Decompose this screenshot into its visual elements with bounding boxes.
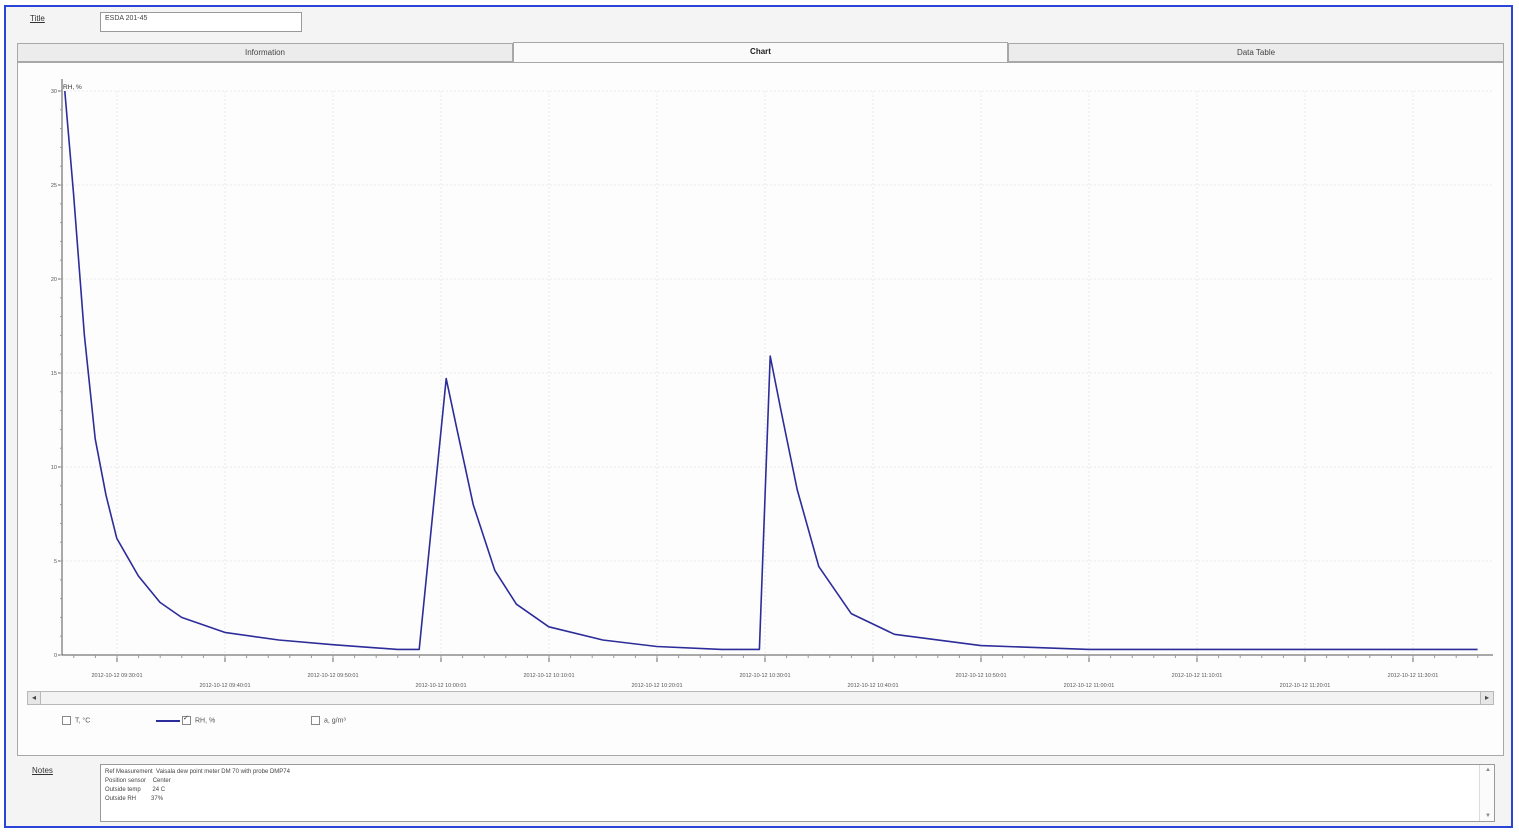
scroll-right-arrow-icon[interactable]: ▸ [1480,692,1493,704]
scroll-up-arrow-icon[interactable]: ▲ [1485,767,1491,773]
rh-series-swatch-icon [156,719,180,722]
notes-line: Outside temp 24 C [105,787,166,793]
tab-bar: Information Chart Data Table [17,42,1504,63]
chart-horizontal-scrollbar[interactable]: ◂ ▸ [27,691,1494,705]
y-tick-label: 15 [51,371,57,377]
legend-label-rh: RH, % [195,717,216,725]
tab-data-table[interactable]: Data Table [1008,43,1504,62]
x-tick-label: 2012-10-12 11:00:01 [1064,683,1115,688]
tab-chart[interactable]: Chart [513,42,1008,63]
y-axis-label: RH, % [63,84,82,91]
scroll-left-arrow-icon[interactable]: ◂ [28,692,41,704]
notes-textarea[interactable]: Ref Measurement Vaisala dew point meter … [100,764,1495,822]
notes-vertical-scrollbar[interactable]: ▲ ▼ [1479,765,1494,821]
checkbox-icon[interactable] [62,716,71,725]
chart-axes [61,79,1493,656]
rh-chart: 0 5 10 15 20 25 30 2012-10-12 09:30:01 2012-10-1… [51,79,1493,688]
x-tick-label: 2012-10-12 10:00:01 [415,683,466,688]
title-label: Title [30,14,45,23]
x-tick-label: 2012-10-12 10:40:01 [847,683,898,688]
chart-panel: 0 5 10 15 20 25 30 2012-10-12 09:30:01 2012-10-1… [17,62,1504,756]
notes-line: Ref Measurement Vaisala dew point meter … [105,769,290,775]
chart-ticks: 0 5 10 15 20 25 30 2012-10-12 09:30:01 2012-10-1… [51,89,1479,688]
y-tick-label: 30 [51,89,57,95]
chart-series [64,90,1478,651]
notes-label: Notes [32,766,53,775]
legend-label-temperature: T, °C [75,717,91,725]
checkbox-checked-icon[interactable] [182,714,191,725]
legend-item-absolute-humidity[interactable]: a, g/m³ [311,716,346,730]
legend-label-absolute-humidity: a, g/m³ [324,717,346,725]
rh-series-line [64,90,1478,651]
x-tick-label: 2012-10-12 11:30:01 [1388,673,1439,679]
legend-item-temperature[interactable]: T, °C [62,716,90,730]
notes-line: Position sensor Center [105,778,171,784]
legend-item-rh[interactable]: RH, % [156,714,216,730]
y-tick-label: 10 [51,465,57,471]
x-tick-label: 2012-10-12 09:50:01 [307,673,358,679]
tab-information[interactable]: Information [17,43,513,62]
y-tick-label: 20 [51,277,57,283]
y-tick-label: 5 [54,559,57,565]
notes-line: Outside RH 37% [105,796,164,802]
x-tick-label: 2012-10-12 11:20:01 [1280,683,1331,688]
x-tick-label: 2012-10-12 10:10:01 [523,673,574,679]
scroll-down-arrow-icon[interactable]: ▼ [1485,813,1491,819]
x-tick-label: 2012-10-12 11:10:01 [1172,673,1223,679]
title-input[interactable]: ESDA 201-45 [100,12,302,32]
x-tick-label: 2012-10-12 10:20:01 [631,683,682,688]
x-tick-label: 2012-10-12 10:50:01 [955,673,1006,679]
x-tick-label: 2012-10-12 09:30:01 [91,673,142,679]
chart-grid [62,90,1493,656]
x-tick-label: 2012-10-12 10:30:01 [739,673,790,679]
checkbox-icon[interactable] [311,716,320,725]
x-tick-label: 2012-10-12 09:40:01 [199,683,250,688]
y-tick-label: 0 [54,653,57,659]
y-tick-label: 25 [51,183,57,189]
